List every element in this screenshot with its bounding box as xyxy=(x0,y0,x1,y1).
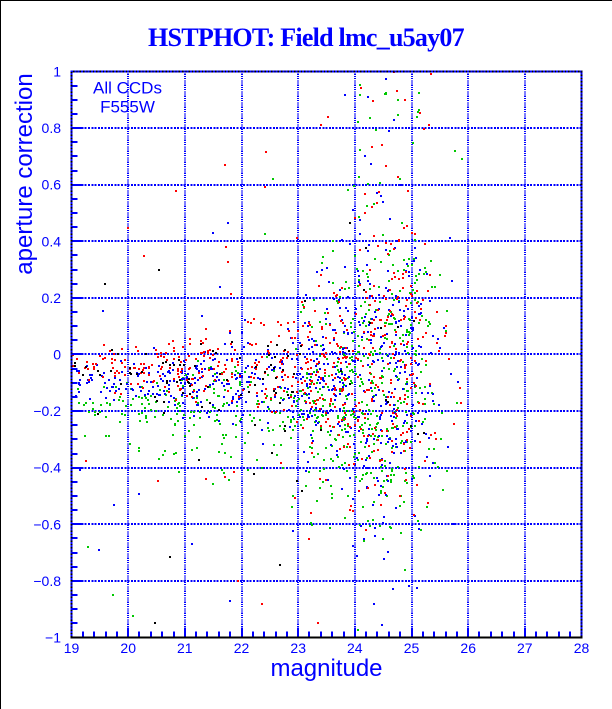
svg-text:19: 19 xyxy=(64,640,80,656)
svg-text:25: 25 xyxy=(404,640,420,656)
svg-text:20: 20 xyxy=(120,640,136,656)
svg-text:−0.4: −0.4 xyxy=(33,460,61,476)
svg-text:0.4: 0.4 xyxy=(42,233,62,249)
svg-text:−1: −1 xyxy=(45,630,61,646)
svg-text:26: 26 xyxy=(460,640,476,656)
svg-text:HSTPHOT: Field lmc_u5ay07: HSTPHOT: Field lmc_u5ay07 xyxy=(148,23,465,52)
svg-text:0.2: 0.2 xyxy=(42,290,62,306)
svg-text:0.6: 0.6 xyxy=(42,177,62,193)
svg-text:22: 22 xyxy=(234,640,250,656)
svg-text:magnitude: magnitude xyxy=(270,655,382,682)
svg-text:23: 23 xyxy=(290,640,306,656)
svg-text:aperture correction: aperture correction xyxy=(11,73,38,274)
svg-text:−0.6: −0.6 xyxy=(33,516,61,532)
svg-text:24: 24 xyxy=(347,640,363,656)
svg-text:−0.8: −0.8 xyxy=(33,573,61,589)
svg-text:1: 1 xyxy=(53,64,61,80)
svg-text:−0.2: −0.2 xyxy=(33,403,61,419)
svg-text:28: 28 xyxy=(574,640,590,656)
svg-text:F555W: F555W xyxy=(100,98,155,117)
svg-text:27: 27 xyxy=(517,640,533,656)
svg-text:21: 21 xyxy=(177,640,193,656)
svg-text:0: 0 xyxy=(53,347,61,363)
svg-text:All CCDs: All CCDs xyxy=(93,79,162,98)
svg-text:0.8: 0.8 xyxy=(42,120,62,136)
